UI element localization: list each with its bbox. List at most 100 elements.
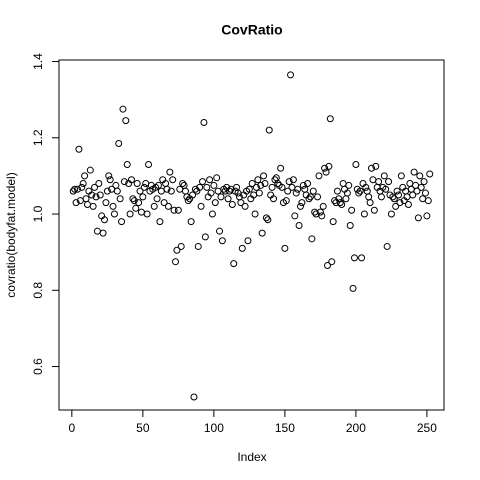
point <box>268 183 276 191</box>
point <box>71 185 79 193</box>
point <box>81 172 89 180</box>
point <box>318 212 326 220</box>
point <box>216 227 224 235</box>
y-tick-label: 0.8 <box>31 282 45 299</box>
point <box>416 172 424 180</box>
point <box>304 180 312 188</box>
point <box>228 200 236 208</box>
point <box>281 244 289 252</box>
y-tick-label: 1.0 <box>31 205 45 222</box>
point <box>177 242 185 250</box>
point <box>424 197 432 205</box>
point <box>342 195 350 203</box>
y-tick-label: 0.6 <box>31 358 45 375</box>
x-axis-label: Index <box>237 450 266 464</box>
point <box>345 181 353 189</box>
point <box>261 180 269 188</box>
point <box>294 185 302 193</box>
point <box>397 172 405 180</box>
point <box>296 202 304 210</box>
point <box>288 183 296 191</box>
point <box>109 202 117 210</box>
point <box>184 197 192 205</box>
point <box>191 185 199 193</box>
point <box>305 195 313 203</box>
point <box>83 200 91 208</box>
point <box>164 202 172 210</box>
point <box>282 197 290 205</box>
point <box>355 189 363 197</box>
point <box>272 174 280 182</box>
point <box>218 237 226 245</box>
point <box>413 187 421 195</box>
point <box>179 180 187 188</box>
point <box>372 162 380 170</box>
point <box>254 176 262 184</box>
point <box>421 189 429 197</box>
point <box>92 193 100 201</box>
point <box>166 168 174 176</box>
point <box>181 187 189 195</box>
point <box>414 214 422 222</box>
point <box>197 202 205 210</box>
point <box>89 202 97 210</box>
point <box>217 193 225 201</box>
point <box>338 200 346 208</box>
plot-box <box>58 59 445 411</box>
point <box>382 185 390 193</box>
point <box>278 183 286 191</box>
point <box>213 174 221 182</box>
point <box>385 178 393 186</box>
point <box>252 183 260 191</box>
point <box>210 181 218 189</box>
point <box>189 191 197 199</box>
point <box>306 193 314 201</box>
point <box>133 180 141 188</box>
point <box>153 195 161 203</box>
point <box>203 183 211 191</box>
point <box>126 210 134 218</box>
point <box>99 229 107 237</box>
point <box>116 195 124 203</box>
point <box>69 187 77 195</box>
point <box>390 195 398 203</box>
point <box>257 181 265 189</box>
point <box>319 202 327 210</box>
point <box>362 183 370 191</box>
point <box>79 180 87 188</box>
point <box>74 185 82 193</box>
point <box>333 187 341 195</box>
point <box>248 180 256 188</box>
point <box>326 115 334 123</box>
point <box>170 206 178 214</box>
point <box>308 235 316 243</box>
point <box>122 117 130 125</box>
point <box>284 187 292 195</box>
point <box>91 183 99 191</box>
point <box>118 218 126 226</box>
point <box>196 183 204 191</box>
point <box>160 199 168 207</box>
y-tick-label: 1.2 <box>31 129 45 146</box>
chart-title: CovRatio <box>221 22 282 38</box>
point <box>120 178 128 186</box>
point <box>352 160 360 168</box>
point <box>348 206 356 214</box>
point <box>123 160 131 168</box>
point <box>101 216 109 224</box>
point <box>174 206 182 214</box>
point <box>187 218 195 226</box>
point <box>238 244 246 252</box>
point <box>358 254 366 262</box>
point <box>190 393 198 401</box>
point <box>265 126 273 134</box>
point <box>356 187 364 195</box>
point <box>112 181 120 189</box>
point <box>291 212 299 220</box>
point <box>392 202 400 210</box>
point <box>365 193 373 201</box>
point <box>274 180 282 188</box>
point <box>143 210 151 218</box>
point <box>88 191 96 199</box>
